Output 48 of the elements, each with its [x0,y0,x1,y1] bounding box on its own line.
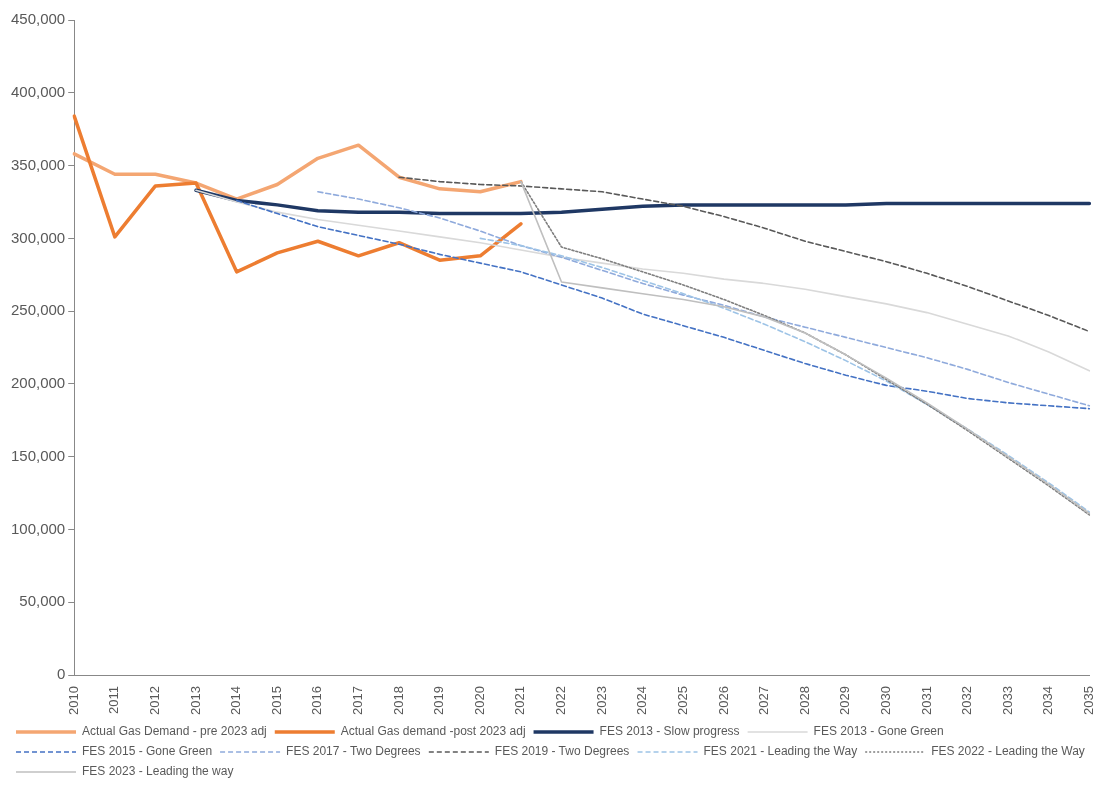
x-tick-label: 2029 [837,686,853,715]
y-tick-label: 350,000 [10,155,66,173]
x-tick-label: 2015 [268,686,284,715]
y-tick-label: 50,000 [19,592,66,610]
x-tick-label: 2028 [796,686,812,715]
legend-label: FES 2019 - Two Degrees [494,744,630,759]
x-tick-label: 2033 [999,686,1015,715]
x-tick-label: 2027 [756,686,772,715]
legend-label: FES 2013 - Slow progress [599,724,740,739]
legend-label: FES 2021 - Leading the Way [703,744,858,759]
x-tick-label: 2018 [390,686,406,715]
y-tick-label: 300,000 [10,228,66,246]
x-tick-label: 2034 [1040,686,1056,715]
legend-label: Actual Gas Demand - pre 2023 adj [82,724,267,739]
y-tick-label: 400,000 [10,82,66,100]
x-tick-label: 2017 [350,686,366,715]
x-tick-label: 2026 [715,686,731,715]
y-tick-label: 200,000 [10,374,66,392]
x-tick-label: 2011 [106,686,122,715]
line-series [398,176,1091,333]
x-tick-label: 2010 [65,686,81,715]
legend-label: FES 2015 - Gone Green [82,744,213,759]
y-tick-label: 100,000 [10,519,66,537]
x-tick-label: 2025 [674,686,690,715]
y-tick-label: 0 [56,665,66,683]
x-tick-label: 2014 [228,686,244,715]
x-tick-label: 2035 [1080,686,1096,715]
legend-label: FES 2013 - Gone Green [813,724,944,739]
x-tick-label: 2024 [634,686,650,715]
x-tick-label: 2030 [877,686,893,715]
x-tick-label: 2022 [553,686,569,715]
legend-label: FES 2022 - Leading the Way [931,744,1085,759]
x-tick-label: 2020 [471,686,487,715]
x-tick-label: 2032 [959,686,975,715]
legend-label: Actual Gas demand -post 2023 adj [340,724,526,739]
x-tick-label: 2021 [512,686,528,715]
x-tick-label: 2016 [309,686,325,715]
y-tick-label: 450,000 [10,10,66,28]
y-tick-label: 150,000 [10,446,66,464]
x-tick-label: 2013 [187,686,203,715]
x-tick-label: 2012 [147,686,163,715]
x-tick-label: 2019 [431,686,447,715]
line-series [479,237,1091,513]
legend-label: FES 2023 - Leading the way [82,764,234,779]
x-tick-label: 2031 [918,686,934,715]
y-tick-label: 250,000 [10,301,66,319]
x-tick-label: 2023 [593,686,609,715]
legend-label: FES 2017 - Two Degrees [286,744,421,759]
